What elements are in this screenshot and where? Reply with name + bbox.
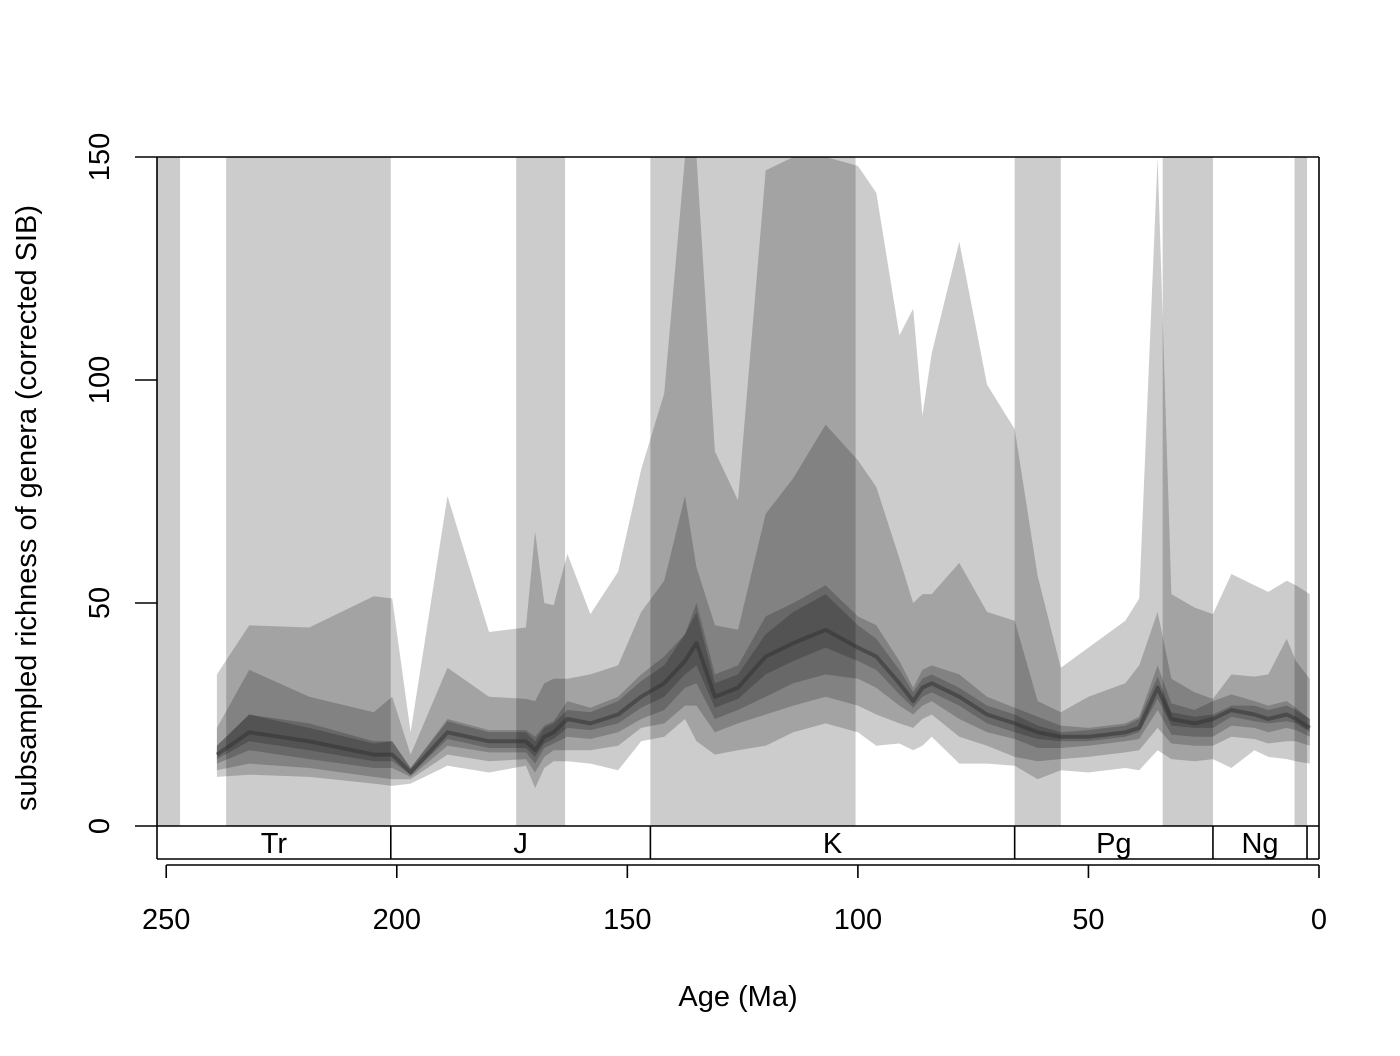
x-tick-label-250: 250 <box>142 904 190 936</box>
stage-shade-0 <box>157 157 181 826</box>
y-axis-label: subsampled richness of genera (corrected… <box>11 205 43 811</box>
x-tick-label-50: 50 <box>1072 904 1104 936</box>
period-label-Ng: Ng <box>1241 828 1278 860</box>
axes-layer: 0 50 100 150 250 200 150 100 50 0 <box>84 133 1327 936</box>
y-tick-label-50: 50 <box>84 587 116 619</box>
period-label-K: K <box>823 828 843 860</box>
stage-shade-2 <box>516 157 566 826</box>
period-label-J: J <box>513 828 528 860</box>
confidence-bands-layer <box>215 157 1311 789</box>
median-line <box>215 627 1311 775</box>
stage-shading-layer <box>157 157 1308 826</box>
confidence-band-1 <box>216 424 1310 780</box>
stage-shade-3 <box>650 157 856 826</box>
x-tick-label-200: 200 <box>373 904 421 936</box>
y-tick-label-0: 0 <box>84 818 116 834</box>
confidence-band-0 <box>216 157 1310 789</box>
x-tick-label-100: 100 <box>834 904 882 936</box>
stage-shade-4 <box>1014 157 1061 826</box>
x-tick-label-0: 0 <box>1311 904 1327 936</box>
period-label-Pg: Pg <box>1096 828 1131 860</box>
stage-shade-1 <box>226 157 391 826</box>
y-tick-label-150: 150 <box>84 133 116 181</box>
confidence-band-2 <box>216 585 1310 777</box>
x-tick-label-150: 150 <box>603 904 651 936</box>
period-label-Tr: Tr <box>261 828 288 860</box>
x-axis-label: Age (Ma) <box>678 981 797 1013</box>
stage-shade-6 <box>1294 157 1308 826</box>
y-tick-label-100: 100 <box>84 356 116 404</box>
geologic-period-bar: Tr J K Pg Ng <box>157 825 1320 860</box>
confidence-band-3 <box>216 594 1310 775</box>
